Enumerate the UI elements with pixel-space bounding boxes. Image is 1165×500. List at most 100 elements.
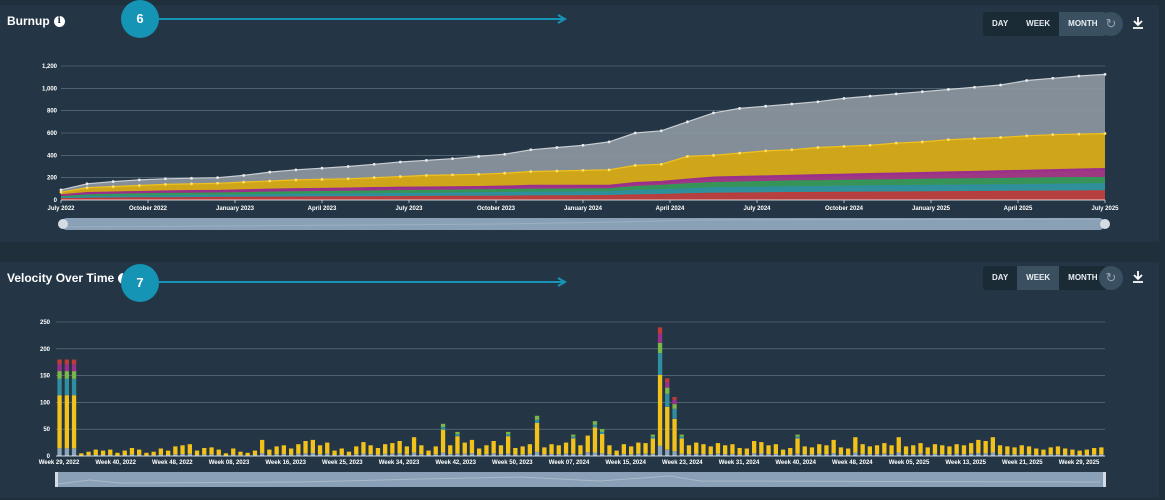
bar-segment <box>534 419 540 423</box>
bar-segment <box>1005 446 1010 455</box>
velocity-toggle-month[interactable]: MONTH <box>1068 273 1098 282</box>
series-point <box>581 143 585 147</box>
series-point <box>477 155 480 158</box>
series-point <box>816 146 820 149</box>
bar-segment <box>600 453 605 456</box>
navigator-handle-left <box>55 472 58 487</box>
bar-segment <box>723 454 728 456</box>
bar-segment <box>983 453 988 456</box>
bar-segment <box>607 454 612 456</box>
series-point <box>555 169 559 173</box>
info-icon[interactable]: i <box>53 15 65 27</box>
bar-segment <box>317 445 323 455</box>
series-point <box>947 138 950 142</box>
bar-segment <box>600 429 605 432</box>
bar-segment <box>433 454 438 456</box>
series-point <box>164 182 167 186</box>
bar-segment <box>563 453 569 456</box>
x-tick-label: Week 15, 2024 <box>605 460 646 466</box>
bar-segment <box>585 435 590 453</box>
refresh-icon[interactable]: ↻ <box>1099 12 1123 36</box>
burnup-toggle-week[interactable]: WEEK <box>1026 19 1051 28</box>
navigator-handle-left <box>58 219 68 229</box>
bar-segment <box>723 445 728 455</box>
bar-segment <box>455 434 460 437</box>
bar-segment <box>115 452 120 456</box>
bar-segment <box>730 453 735 456</box>
burnup-toggle-day[interactable]: DAY <box>992 19 1009 28</box>
velocity-toggle-week[interactable]: WEEK <box>1017 266 1060 290</box>
bar-segment <box>752 453 757 456</box>
bar-segment <box>788 448 793 455</box>
bar-segment <box>874 445 880 455</box>
x-tick-label: Week 48, 2024 <box>832 460 873 466</box>
bar-segment <box>1070 449 1075 455</box>
bar-segment <box>354 454 359 456</box>
bar-segment <box>752 441 757 454</box>
velocity-toggle-day[interactable]: DAY <box>992 273 1009 282</box>
bar-segment <box>860 444 865 454</box>
bar-segment <box>202 454 207 456</box>
series-point <box>607 140 611 144</box>
bar-segment <box>592 427 598 453</box>
series-area-5 <box>61 190 1105 200</box>
bar-segment <box>708 446 713 455</box>
bar-segment <box>585 452 590 456</box>
bar-segment <box>592 421 598 425</box>
bar-segment <box>506 434 511 437</box>
series-point <box>268 170 272 174</box>
bar-segment <box>896 437 901 453</box>
bar-segment <box>93 449 98 455</box>
bar-segment <box>629 446 634 455</box>
bar-segment <box>64 371 69 379</box>
x-tick-label: April 2023 <box>308 206 337 212</box>
y-tick-label: 0 <box>47 454 51 460</box>
burnup-toggle-month[interactable]: MONTH <box>1059 12 1107 36</box>
x-tick-label: January 2025 <box>912 206 951 212</box>
bar-segment <box>260 439 265 454</box>
bar-segment <box>325 453 330 456</box>
bar-segment <box>513 448 518 455</box>
bar-segment <box>477 454 482 456</box>
download-icon[interactable] <box>1131 15 1145 31</box>
bar-segment <box>498 445 504 455</box>
y-tick-label: 800 <box>47 109 58 115</box>
bar-segment <box>397 453 402 456</box>
bar-segment <box>180 454 185 456</box>
bar-segment <box>780 449 786 455</box>
series-point <box>894 92 898 96</box>
bar-segment <box>1063 454 1068 456</box>
velocity-period-toggle: DAY WEEK MONTH <box>983 266 1107 290</box>
bar-segment <box>679 436 684 439</box>
bar-segment <box>469 453 475 456</box>
bar-segment <box>1048 447 1053 455</box>
bar-segment <box>860 453 865 456</box>
bar-segment <box>71 448 77 456</box>
bar-segment <box>332 455 337 456</box>
bar-segment <box>997 445 1003 455</box>
bar-segment <box>650 453 655 456</box>
series-point <box>1103 72 1107 76</box>
bar-segment <box>310 453 315 456</box>
series-point <box>764 149 768 153</box>
x-tick-label: Week 40, 2024 <box>775 460 816 466</box>
burnup-chart: 0 200 400 600 800 1,000 1,200 July 2022 October … <box>42 64 1119 230</box>
series-point <box>686 120 689 124</box>
download-icon[interactable] <box>1131 269 1145 285</box>
bar-segment <box>296 453 301 456</box>
bar-segment <box>289 448 294 455</box>
bar-segment <box>867 446 872 455</box>
bar-segment <box>961 454 967 456</box>
bar-segment <box>339 454 344 456</box>
bar-segment <box>556 445 561 455</box>
bar-segment <box>672 400 677 405</box>
velocity-chart: 0 50 100 150 200 250 Week 29, 2022 Week 40, 202… <box>39 320 1106 487</box>
bar-segment <box>780 454 786 456</box>
bar-segment <box>867 454 872 456</box>
bar-segment <box>527 453 532 456</box>
bar-segment <box>469 439 475 454</box>
refresh-icon[interactable]: ↻ <box>1099 266 1123 290</box>
bar-segment <box>57 371 62 379</box>
bar-segment <box>932 444 938 454</box>
bar-segment <box>918 453 923 456</box>
